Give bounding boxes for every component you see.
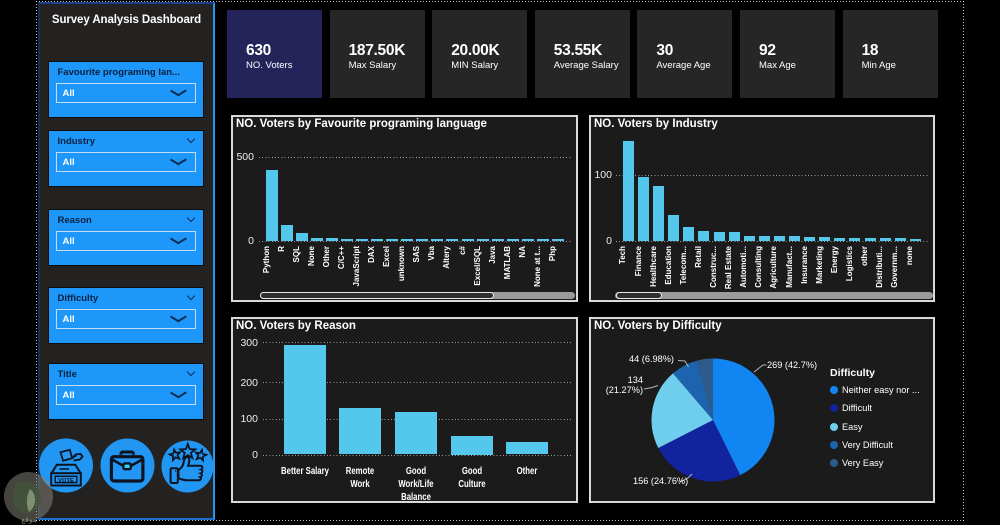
svg-text:موقع: موقع [21, 515, 36, 524]
svg-text:VOTE: VOTE [58, 478, 74, 484]
